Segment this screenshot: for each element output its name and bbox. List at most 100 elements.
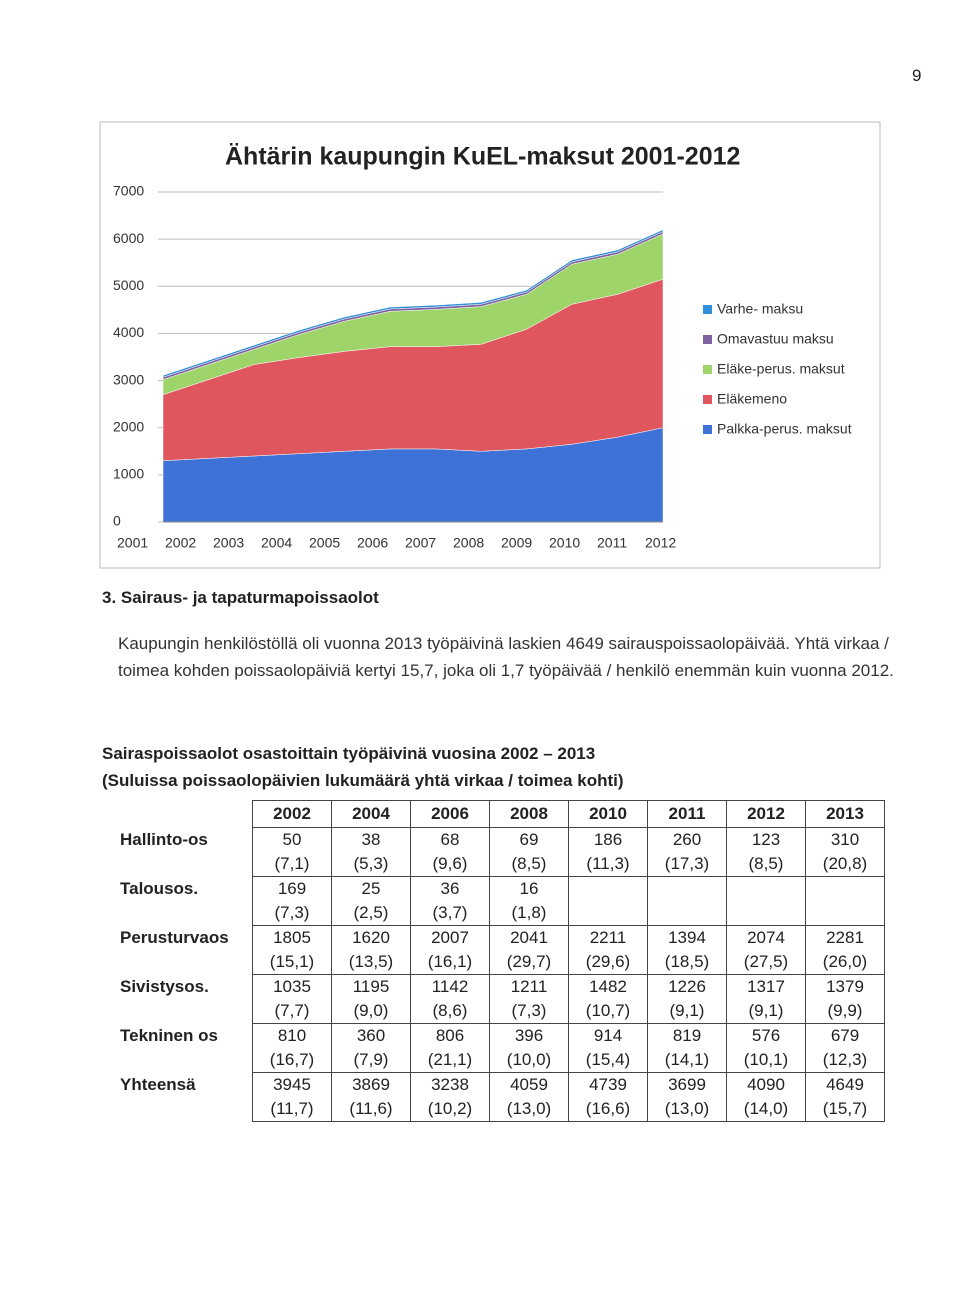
chart: Ähtärin kaupungin KuEL-maksut 2001-2012 … xyxy=(99,121,881,569)
cell-ratio: (9,9) xyxy=(827,1001,863,1020)
cell: 3238 (10,2) xyxy=(410,1072,490,1122)
cell-ratio: (27,5) xyxy=(743,952,789,971)
table: 2002 2004 2006 2008 2010 2011 2012 2013 Hallinto… xyxy=(120,800,885,1122)
cell-days: 68 xyxy=(440,830,460,849)
cell-days: 1317 xyxy=(747,977,785,996)
legend-swatch xyxy=(703,335,712,344)
cell: 3945 (11,7) xyxy=(252,1072,332,1122)
cell-ratio: (1,8) xyxy=(511,903,547,922)
cell-days: 4059 xyxy=(510,1075,548,1094)
cell xyxy=(647,876,727,926)
cell-days: 810 xyxy=(277,1026,307,1045)
column-header: 2013 xyxy=(805,800,885,828)
cell-days: 4739 xyxy=(589,1075,627,1094)
cell: 3869 (11,6) xyxy=(331,1072,411,1122)
cell-ratio: (9,0) xyxy=(353,1001,389,1020)
cell-days: 1195 xyxy=(352,977,390,996)
cell-ratio: (10,7) xyxy=(585,1001,631,1020)
cell: 123 (8,5) xyxy=(726,827,806,877)
x-tick-label: 2002 xyxy=(165,535,196,551)
cell-days: 2281 xyxy=(826,928,864,947)
cell: 2211 (29,6) xyxy=(568,925,648,975)
column-header: 2006 xyxy=(410,800,490,828)
cell: 360 (7,9) xyxy=(331,1023,411,1073)
cell: 4739 (16,6) xyxy=(568,1072,648,1122)
x-tick-label: 2005 xyxy=(309,535,340,551)
cell-ratio: (9,1) xyxy=(748,1001,784,1020)
cell-days: 1379 xyxy=(826,977,864,996)
legend-label: Varhe- maksu xyxy=(717,301,803,317)
cell: 3699 (13,0) xyxy=(647,1072,727,1122)
table-row: Tekninen os 810 (16,7) 360 (7,9) 806 (21,1) 396… xyxy=(120,1023,885,1073)
cell-ratio: (7,9) xyxy=(353,1050,389,1069)
cell: 1195 (9,0) xyxy=(331,974,411,1024)
cell-ratio: (16,7) xyxy=(269,1050,315,1069)
cell-days: 2007 xyxy=(431,928,469,947)
cell: 260 (17,3) xyxy=(647,827,727,877)
row-label: Hallinto-os xyxy=(120,829,208,849)
legend-swatch xyxy=(703,395,712,404)
cell-days: 25 xyxy=(361,879,381,898)
row-label: Tekninen os xyxy=(120,1025,218,1045)
cell-days: 914 xyxy=(593,1026,623,1045)
cell-days: 2041 xyxy=(510,928,548,947)
cell-days: 3869 xyxy=(352,1075,390,1094)
column-header: 2004 xyxy=(331,800,411,828)
paragraph: Kaupungin henkilöstöllä oli vuonna 2013 … xyxy=(118,634,894,680)
cell: 1379 (9,9) xyxy=(805,974,885,1024)
cell-days: 360 xyxy=(356,1026,386,1045)
cell xyxy=(805,876,885,926)
cell-ratio: (10,1) xyxy=(743,1050,789,1069)
x-tick-label: 2004 xyxy=(261,535,292,551)
cell-ratio: (29,7) xyxy=(506,952,552,971)
cell: 1317 (9,1) xyxy=(726,974,806,1024)
cell: 1035 (7,7) xyxy=(252,974,332,1024)
cell-ratio: (16,6) xyxy=(585,1099,631,1118)
cell-ratio: (17,3) xyxy=(664,854,710,873)
cell-days: 3945 xyxy=(273,1075,311,1094)
cell-days: 1482 xyxy=(589,977,627,996)
table-row: Perusturvaos 1805 (15,1) 1620 (13,5) 2007 (16,… xyxy=(120,925,885,975)
cell-ratio: (9,1) xyxy=(669,1001,705,1020)
cell-days: 36 xyxy=(440,879,460,898)
cell-days: 3238 xyxy=(431,1075,469,1094)
cell-ratio: (13,0) xyxy=(506,1099,552,1118)
cell-ratio: (16,1) xyxy=(427,952,473,971)
cell: 679 (12,3) xyxy=(805,1023,885,1073)
cell: 169 (7,3) xyxy=(252,876,332,926)
cell-days: 69 xyxy=(519,830,539,849)
cell: 4649 (15,7) xyxy=(805,1072,885,1122)
cell: 69 (8,5) xyxy=(489,827,569,877)
cell-days: 819 xyxy=(672,1026,702,1045)
cell-ratio: (12,3) xyxy=(822,1050,868,1069)
cell-days: 1805 xyxy=(273,928,311,947)
row-label: Talousos. xyxy=(120,878,199,898)
column-header: 2008 xyxy=(489,800,569,828)
column-header: 2012 xyxy=(726,800,806,828)
cell-ratio: (13,5) xyxy=(348,952,394,971)
x-tick-label: 2011 xyxy=(597,535,627,551)
legend-swatch xyxy=(703,425,712,434)
cell: 4059 (13,0) xyxy=(489,1072,569,1122)
cell-ratio: (9,6) xyxy=(432,854,468,873)
cell-ratio: (10,2) xyxy=(427,1099,473,1118)
cell-days: 1142 xyxy=(431,977,469,996)
cell-ratio: (7,3) xyxy=(274,903,310,922)
x-tick-label: 2006 xyxy=(357,535,388,551)
table-row: Hallinto-os 50 (7,1) 38 (5,3) 68 (9,6) 69 (8,5) 1… xyxy=(120,827,885,877)
column-header: 2002 xyxy=(252,800,332,828)
cell: 310 (20,8) xyxy=(805,827,885,877)
cell-days: 1211 xyxy=(510,977,548,996)
table-subtitle: (Suluissa poissaolopäivien lukumäärä yht… xyxy=(102,771,624,790)
cell-ratio: (20,8) xyxy=(822,854,868,873)
cell-ratio: (18,5) xyxy=(664,952,710,971)
row-label: Perusturvaos xyxy=(120,927,229,947)
cell: 36 (3,7) xyxy=(410,876,490,926)
column-header: 2010 xyxy=(568,800,648,828)
row-label: Yhteensä xyxy=(120,1074,196,1094)
legend-label: Eläke-perus. maksut xyxy=(717,361,845,377)
cell: 68 (9,6) xyxy=(410,827,490,877)
cell-ratio: (11,6) xyxy=(349,1099,393,1118)
cell-ratio: (21,1) xyxy=(427,1050,473,1069)
